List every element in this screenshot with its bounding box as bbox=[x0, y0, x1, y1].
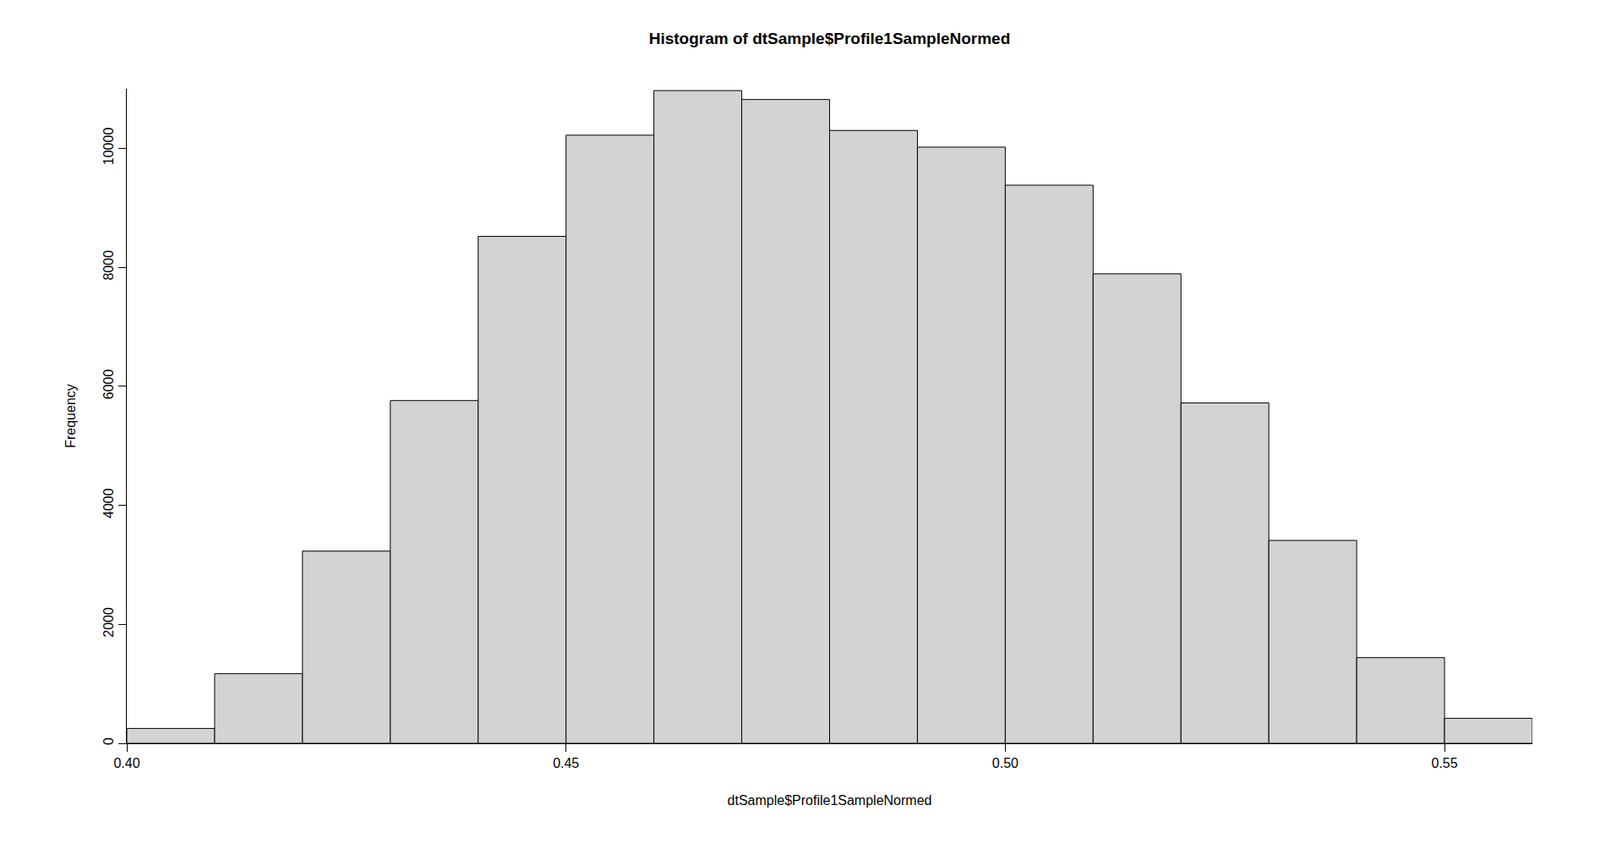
svg-text:0.45: 0.45 bbox=[552, 755, 579, 770]
svg-text:0.40: 0.40 bbox=[113, 755, 140, 770]
svg-text:Histogram of dtSample$Profile1: Histogram of dtSample$Profile1SampleNorm… bbox=[649, 29, 1011, 48]
svg-text:dtSample$Profile1SampleNormed: dtSample$Profile1SampleNormed bbox=[727, 792, 933, 808]
svg-text:0: 0 bbox=[101, 737, 116, 745]
svg-text:0.50: 0.50 bbox=[992, 755, 1019, 770]
svg-text:10000: 10000 bbox=[101, 127, 116, 166]
svg-text:2000: 2000 bbox=[101, 606, 116, 638]
svg-text:8000: 8000 bbox=[101, 250, 116, 281]
svg-text:0.55: 0.55 bbox=[1430, 755, 1458, 770]
svg-text:4000: 4000 bbox=[101, 487, 116, 519]
svg-text:Frequency: Frequency bbox=[63, 383, 78, 448]
svg-text:6000: 6000 bbox=[101, 369, 116, 400]
